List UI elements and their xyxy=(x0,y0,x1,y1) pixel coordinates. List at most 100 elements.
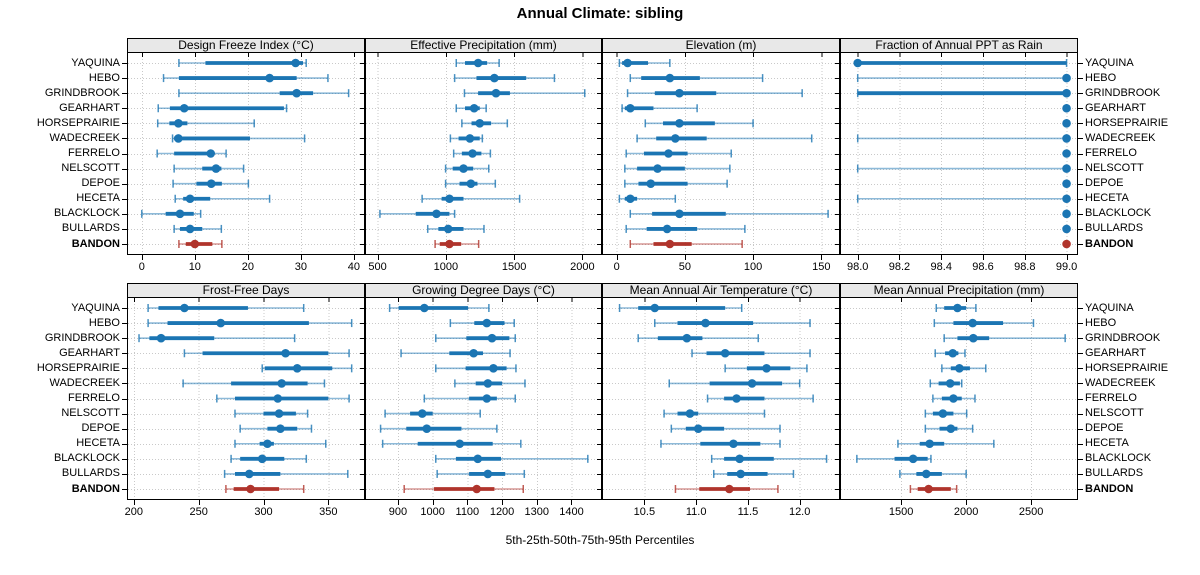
station-label-left: HORSEPRAIRIE xyxy=(36,116,120,129)
y-tick xyxy=(1078,78,1083,79)
station-label-right: GEARHART xyxy=(1085,346,1146,359)
y-tick xyxy=(597,63,602,64)
station-label-left: GEARHART xyxy=(59,346,120,359)
station-label-right: DEPOE xyxy=(1085,177,1124,190)
x-tick-label: 99.0 xyxy=(1055,261,1078,273)
y-tick xyxy=(835,154,840,155)
y-tick xyxy=(1078,459,1083,460)
x-tick-label: 98.6 xyxy=(972,261,994,273)
y-tick xyxy=(597,154,602,155)
panel-title: Design Freeze Index (°C) xyxy=(178,38,314,52)
y-tick xyxy=(835,338,840,339)
x-tick xyxy=(141,255,143,260)
station-label-left: BULLARDS xyxy=(61,467,120,480)
y-tick xyxy=(360,244,365,245)
panel-title: Mean Annual Precipitation (mm) xyxy=(873,283,1045,297)
y-tick xyxy=(360,199,365,200)
y-tick xyxy=(122,244,127,245)
x-tick-label: 10.5 xyxy=(633,506,656,518)
x-tick-label: 1300 xyxy=(524,506,550,518)
y-tick xyxy=(1078,323,1083,324)
y-tick xyxy=(597,93,602,94)
y-tick xyxy=(1078,214,1083,215)
x-tick-label: 1500 xyxy=(501,261,527,273)
x-tick-label: 1000 xyxy=(433,261,459,273)
y-tick xyxy=(835,244,840,245)
y-tick xyxy=(1078,474,1083,475)
y-tick xyxy=(122,353,127,354)
x-tick xyxy=(247,255,249,260)
station-label-right: HORSEPRAIRIE xyxy=(1085,361,1169,374)
y-tick xyxy=(360,138,365,139)
panel-title: Growing Degree Days (°C) xyxy=(412,283,555,297)
y-tick xyxy=(360,368,365,369)
y-tick xyxy=(122,399,127,400)
station-label-right: BULLARDS xyxy=(1085,467,1144,480)
x-tick xyxy=(502,500,504,505)
panel-strip: Effective Precipitation (mm) xyxy=(365,38,602,53)
y-tick xyxy=(122,414,127,415)
panel-strip: Design Freeze Index (°C) xyxy=(127,38,365,53)
station-label-left: WADECREEK xyxy=(49,376,121,389)
x-tick xyxy=(397,500,399,505)
plot-panel xyxy=(602,297,840,500)
station-label-left: FERRELO xyxy=(68,147,120,159)
x-tick-label: 200 xyxy=(124,506,144,518)
station-label-right: GEARHART xyxy=(1085,101,1146,114)
station-label-right: NELSCOTT xyxy=(1085,162,1144,175)
y-tick xyxy=(360,383,365,384)
y-tick xyxy=(597,429,602,430)
station-label-left: NELSCOTT xyxy=(61,162,120,175)
x-tick xyxy=(684,255,686,260)
y-tick xyxy=(1078,169,1083,170)
chart-title: Annual Climate: sibling xyxy=(516,5,684,22)
y-tick xyxy=(835,184,840,185)
x-tick xyxy=(899,255,901,260)
x-tick-label: 20 xyxy=(241,261,254,273)
station-label-left: GRINDBROOK xyxy=(44,86,120,99)
x-tick xyxy=(753,255,755,260)
y-tick xyxy=(1078,429,1083,430)
station-label-left: GEARHART xyxy=(59,101,120,114)
x-tick xyxy=(747,500,749,505)
y-tick xyxy=(835,414,840,415)
y-tick xyxy=(597,414,602,415)
panel-plot-svg xyxy=(841,53,1077,254)
plot-panel xyxy=(840,52,1078,255)
x-tick-label: 2000 xyxy=(953,506,979,518)
y-tick xyxy=(597,244,602,245)
y-tick xyxy=(360,229,365,230)
x-tick-label: 100 xyxy=(743,261,763,273)
x-tick-label: 10 xyxy=(188,261,201,273)
station-label-right: HEBO xyxy=(1085,316,1117,329)
y-tick xyxy=(122,169,127,170)
y-tick xyxy=(360,414,365,415)
panel-title: Frost-Free Days xyxy=(202,283,290,297)
y-tick xyxy=(360,93,365,94)
x-tick xyxy=(901,500,903,505)
y-tick xyxy=(835,459,840,460)
y-tick xyxy=(597,474,602,475)
x-tick xyxy=(377,255,379,260)
y-tick xyxy=(122,368,127,369)
y-tick xyxy=(835,229,840,230)
y-tick xyxy=(1078,229,1083,230)
station-label-left: FERRELO xyxy=(68,392,120,404)
station-label-right: BULLARDS xyxy=(1085,222,1144,235)
y-tick xyxy=(835,123,840,124)
panel-plot-svg xyxy=(841,298,1077,499)
panel-strip: Growing Degree Days (°C) xyxy=(365,283,602,298)
station-label-left: HEBO xyxy=(88,316,120,329)
y-tick xyxy=(122,93,127,94)
station-label-right: HECETA xyxy=(1085,192,1129,205)
x-tick-label: 98.8 xyxy=(1014,261,1036,273)
y-tick xyxy=(360,459,365,460)
panel-plot-svg xyxy=(366,53,601,254)
y-tick xyxy=(122,459,127,460)
station-label-right: WADECREEK xyxy=(1085,376,1156,389)
x-tick-label: 0 xyxy=(138,261,145,273)
y-tick xyxy=(597,459,602,460)
x-tick xyxy=(1024,255,1026,260)
y-tick xyxy=(597,383,602,384)
y-tick xyxy=(122,199,127,200)
